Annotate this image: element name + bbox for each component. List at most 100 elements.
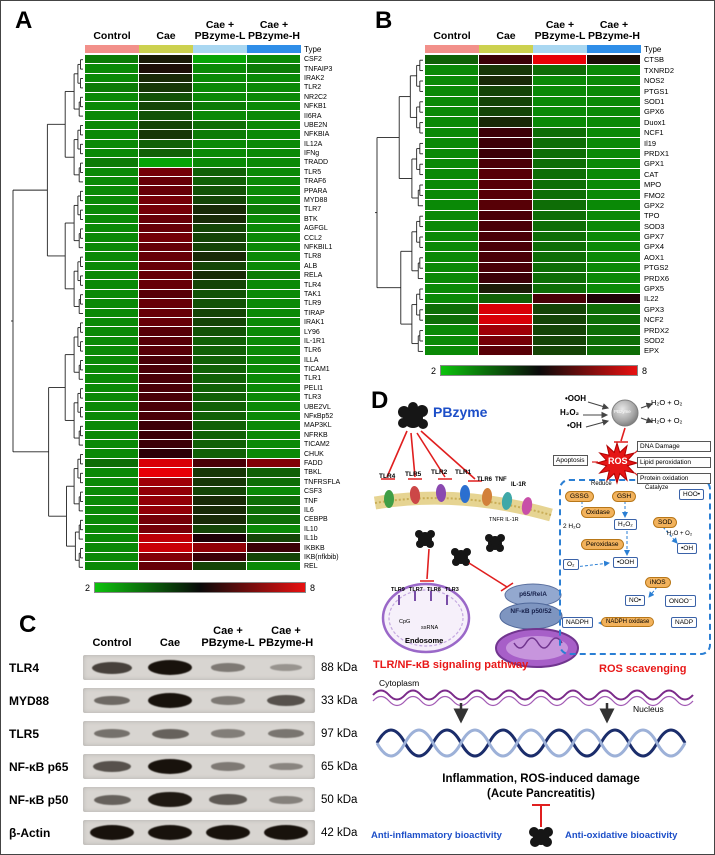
- heatmap-row: TBKL: [85, 468, 340, 478]
- heatmap-cell: [479, 283, 533, 294]
- panel-a-scale-gradient: [94, 582, 307, 593]
- heatmap-cell: [139, 430, 193, 441]
- gene-label: PRDX6: [644, 273, 670, 283]
- column-header: Control: [92, 636, 132, 649]
- heatmap-cell: [139, 289, 193, 300]
- heatmap-cell: [85, 158, 139, 168]
- receptor-tlr5-label: TLR5: [405, 471, 422, 478]
- heatmap-row: TLR6: [85, 346, 340, 356]
- gene-label: CCL2: [304, 234, 322, 242]
- column-header: Cae + PBzyme-L: [534, 18, 586, 43]
- heatmap-row: SOD3: [425, 221, 674, 232]
- heatmap-row: ALB: [85, 261, 340, 271]
- heatmap-row: TICAM2: [85, 440, 340, 450]
- heatmap-cell: [85, 374, 139, 384]
- heatmap-cell: [85, 177, 139, 187]
- gene-label: NFRKB: [304, 431, 328, 439]
- heatmap-row: EPX: [425, 345, 674, 357]
- heatmap-cell: [247, 346, 301, 356]
- nfkb-p50-label: NF-κB p50/52: [510, 608, 552, 615]
- heatmap-cell: [139, 524, 193, 534]
- cell-membrane: [373, 484, 553, 522]
- heatmap-row: IRAK2: [85, 73, 340, 84]
- panel-b-heatmap: CTSB TXNRD2 NOS2 PTGS1 SOD1 GPX6 Duox1 NCF1 Il19…: [425, 55, 674, 357]
- heatmap-cell: [193, 421, 247, 431]
- blot-band: [210, 696, 246, 705]
- heatmap-cell: [479, 304, 533, 315]
- heatmap-cell: [533, 262, 587, 274]
- blot-lane: [257, 820, 315, 845]
- heatmap-cell: [425, 65, 479, 76]
- heatmap-cell: [587, 169, 641, 180]
- gene-label: MYD88: [304, 197, 328, 205]
- inhibition-line-ros: [614, 427, 628, 443]
- heatmap-cell: [193, 440, 247, 450]
- heatmap-cell: [139, 139, 193, 149]
- heatmap-cell: [139, 111, 193, 121]
- oxidase-pill: Oxidase: [581, 507, 615, 518]
- heatmap-cell: [479, 345, 533, 357]
- panel-c-label: C: [19, 611, 37, 638]
- heatmap-row: Il19: [425, 138, 674, 149]
- heatmap-cell: [247, 148, 301, 159]
- gene-label: GPX2: [644, 200, 665, 210]
- heatmap-cell: [85, 280, 139, 290]
- heatmap-cell: [425, 325, 479, 336]
- heatmap-cell: [85, 486, 139, 497]
- ros-scavenging-label: ROS scavenging: [599, 663, 687, 675]
- dna-damage-box: DNA Damage: [637, 441, 711, 452]
- heatmap-cell: [533, 158, 587, 170]
- heatmap-cell: [587, 283, 641, 294]
- heatmap-cell: [193, 411, 247, 422]
- heatmap-cell: [479, 75, 533, 87]
- heatmap-cell: [85, 468, 139, 478]
- heatmap-cell: [479, 325, 533, 336]
- gene-label: TRADD: [304, 159, 329, 167]
- heatmap-cell: [85, 130, 139, 140]
- heatmap-cell: [85, 336, 139, 347]
- receptor-il1r-label: IL-1R: [511, 482, 526, 488]
- heatmap-cell: [479, 335, 533, 346]
- heatmap-cell: [85, 92, 139, 102]
- heatmap-cell: [193, 83, 247, 93]
- heatmap-cell: [247, 533, 301, 544]
- heatmap-cell: [533, 106, 587, 118]
- gene-label: MAP3KL: [304, 422, 332, 430]
- heatmap-row: GPX4: [425, 242, 674, 253]
- heatmap-cell: [139, 411, 193, 422]
- heatmap-cell: [479, 55, 533, 66]
- heatmap-cell: [247, 383, 301, 394]
- molecular-weight-label: 88 kDa: [321, 661, 358, 674]
- gene-label: IL10: [304, 525, 318, 533]
- heatmap-row: AGFGL: [85, 224, 340, 234]
- heatmap-cell: [425, 169, 479, 180]
- heatmap-row: BTK: [85, 214, 340, 225]
- heatmap-row: TICAM1: [85, 364, 340, 375]
- heatmap-cell: [85, 543, 139, 553]
- heatmap-cell: [139, 468, 193, 478]
- column-header: Cae + PBzyme-L: [194, 18, 246, 43]
- heatmap-row: GPX2: [425, 200, 674, 211]
- heatmap-cell: [247, 449, 301, 459]
- reduce-label: Reduce: [591, 481, 612, 487]
- gene-label: TLR1: [304, 375, 322, 383]
- heatmap-row: Duox1: [425, 117, 674, 128]
- heatmap-cell: [139, 364, 193, 375]
- heatmap-cell: [193, 430, 247, 441]
- gene-label: GPX1: [644, 159, 665, 169]
- no-box: NO•: [625, 595, 646, 606]
- blot-band: [148, 660, 192, 675]
- heatmap-row: TPO: [425, 210, 674, 222]
- heatmap-cell: [247, 496, 301, 506]
- nfkb-complex: [499, 583, 563, 630]
- heatmap-cell: [479, 65, 533, 76]
- heatmap-cell: [193, 55, 247, 65]
- heatmap-cell: [139, 543, 193, 553]
- heatmap-cell: [587, 148, 641, 159]
- heatmap-row: NCF1: [425, 127, 674, 139]
- heatmap-cell: [425, 138, 479, 149]
- heatmap-cell: [479, 210, 533, 222]
- heatmap-cell: [587, 65, 641, 76]
- gene-label: FADD: [304, 459, 323, 467]
- heatmap-row: IL-1R1: [85, 336, 340, 347]
